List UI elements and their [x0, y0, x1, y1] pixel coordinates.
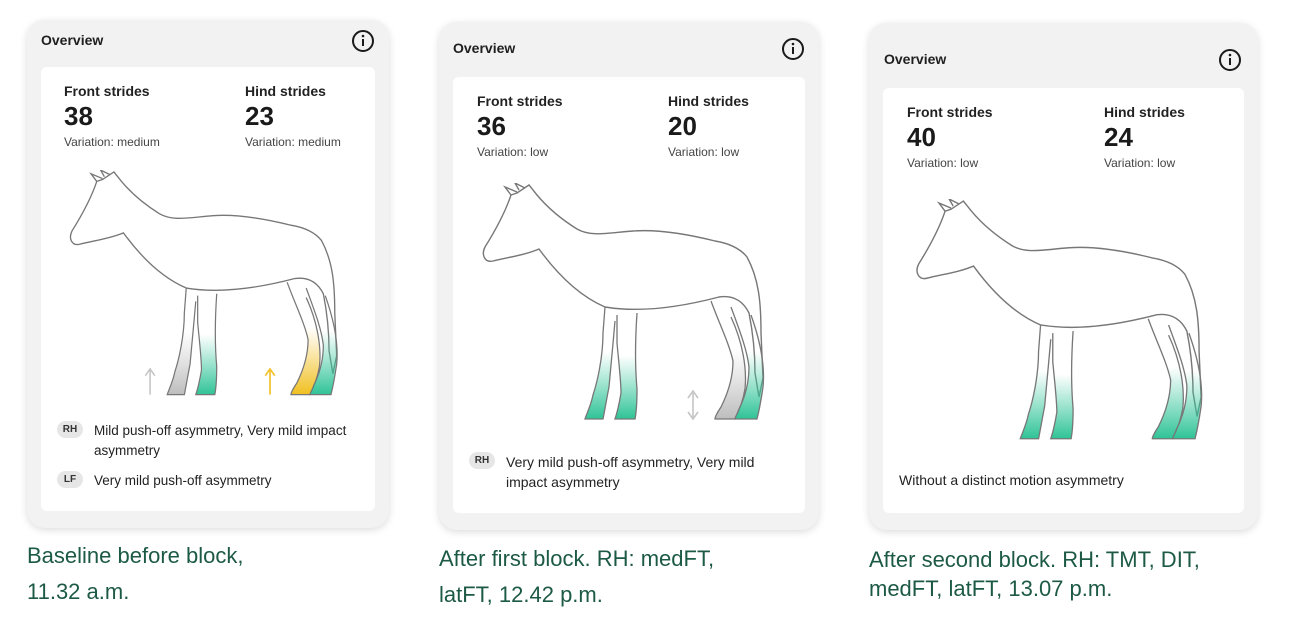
panel-caption: Baseline before block, 11.32 a.m. [27, 538, 243, 610]
overview-card-second-block: Overview Front strides 40 Variation: low… [869, 23, 1258, 530]
caption-line: 11.32 a.m. [27, 579, 130, 604]
panel-caption: After second block. RH: TMT, DIT, medFT,… [869, 545, 1200, 603]
front-strides-label: Front strides [907, 104, 993, 120]
front-strides-stat: Front strides 40 Variation: low [907, 104, 993, 170]
overview-card-baseline: Overview Front strides 38 Variation: med… [27, 20, 389, 528]
leg-badge: RH [57, 421, 83, 438]
arrow-updown-icon [687, 389, 699, 421]
info-icon[interactable] [351, 29, 375, 53]
hind-strides-variation: Variation: low [1104, 156, 1176, 170]
hind-strides-value: 23 [245, 101, 274, 131]
front-strides-variation: Variation: low [907, 156, 979, 170]
caption-line: Baseline before block, [27, 543, 244, 568]
horse-diagram [916, 199, 1203, 440]
card-title: Overview [884, 51, 947, 67]
hind-strides-label: Hind strides [668, 93, 749, 109]
front-strides-value: 36 [477, 111, 506, 141]
finding-text: Mild push-off asymmetry, Very mild impac… [94, 423, 347, 458]
hind-strides-variation: Variation: low [668, 145, 740, 159]
leg-badge: LF [57, 471, 83, 488]
finding-text: Very mild push-off asymmetry, Very mild … [506, 454, 755, 490]
hind-strides-label: Hind strides [245, 83, 326, 99]
front-strides-variation: Variation: low [477, 145, 549, 159]
leg-badge: RH [469, 452, 495, 469]
caption-line: latFT, 12.42 p.m. [439, 582, 603, 607]
front-strides-stat: Front strides 36 Variation: low [477, 93, 563, 159]
hind-strides-stat: Hind strides 20 Variation: low [668, 93, 749, 159]
info-icon[interactable] [1218, 48, 1242, 72]
card-title: Overview [41, 32, 104, 48]
info-icon[interactable] [781, 37, 805, 61]
hind-strides-stat: Hind strides 23 Variation: medium [245, 83, 341, 149]
horse-diagram [69, 170, 338, 396]
hind-strides-label: Hind strides [1104, 104, 1185, 120]
finding-text: Very mild push-off asymmetry [94, 473, 272, 488]
finding-item: RH Mild push-off asymmetry, Very mild im… [57, 421, 347, 461]
overview-content: Front strides 38 Variation: medium Hind … [41, 67, 375, 511]
arrow-up-icon [144, 367, 156, 395]
front-strides-label: Front strides [477, 93, 563, 109]
hind-strides-value: 20 [668, 111, 697, 141]
front-strides-variation: Variation: medium [64, 135, 160, 149]
card-title: Overview [453, 40, 516, 56]
overview-card-first-block: Overview Front strides 36 Variation: low… [439, 22, 819, 530]
caption-line: After second block. RH: TMT, DIT, [869, 547, 1200, 572]
overview-content: Front strides 40 Variation: low Hind str… [883, 88, 1244, 513]
hind-strides-value: 24 [1104, 122, 1133, 152]
front-strides-label: Front strides [64, 83, 150, 99]
hind-strides-stat: Hind strides 24 Variation: low [1104, 104, 1185, 170]
caption-line: medFT, latFT, 13.07 p.m. [869, 576, 1113, 601]
hind-strides-variation: Variation: medium [245, 135, 341, 149]
finding-item: LF Very mild push-off asymmetry [57, 471, 347, 491]
finding-item: RH Very mild push-off asymmetry, Very mi… [469, 452, 769, 492]
front-strides-stat: Front strides 38 Variation: medium [64, 83, 160, 149]
caption-line: After first block. RH: medFT, [439, 546, 715, 571]
front-strides-value: 40 [907, 122, 936, 152]
no-asymmetry-text: Without a distinct motion asymmetry [899, 472, 1124, 488]
overview-content: Front strides 36 Variation: low Hind str… [453, 77, 805, 513]
horse-diagram [482, 183, 765, 421]
front-strides-value: 38 [64, 101, 93, 131]
arrow-up-icon [264, 367, 276, 395]
panel-caption: After first block. RH: medFT, latFT, 12.… [439, 541, 714, 613]
